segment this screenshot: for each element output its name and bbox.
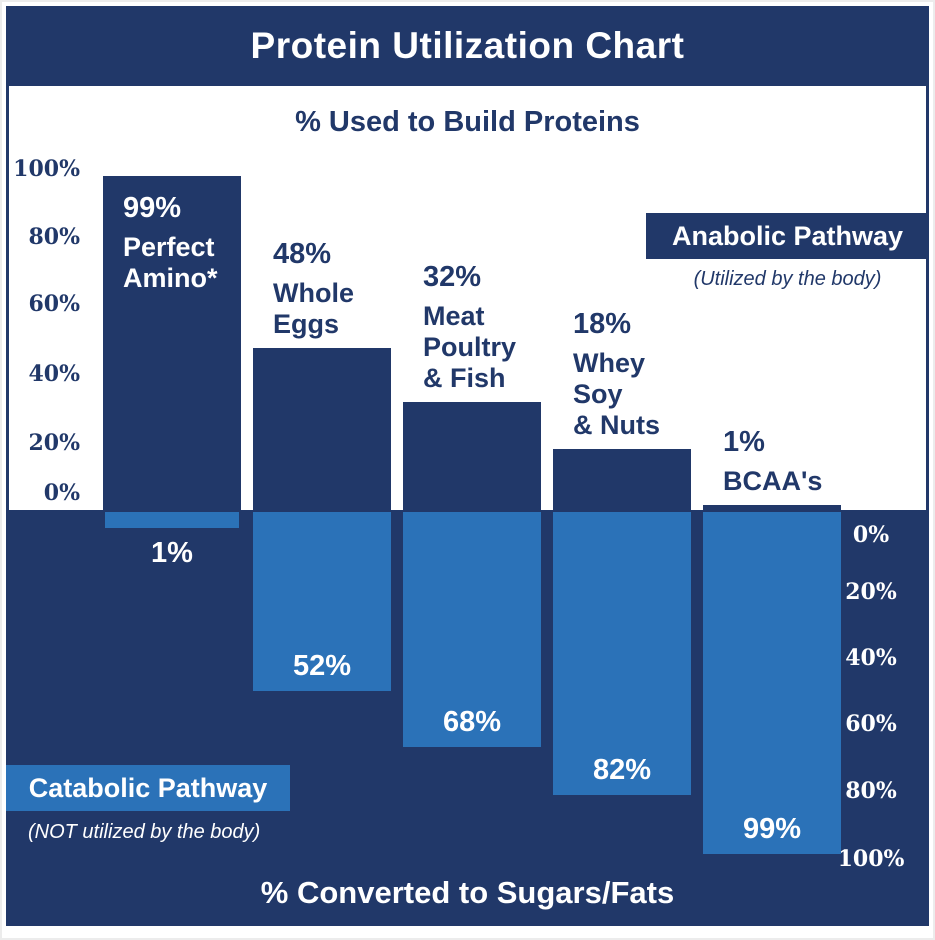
anabolic-bar-whole-eggs	[253, 348, 391, 510]
bar-category-label-whole-eggs: 48% Whole Eggs	[273, 238, 354, 340]
catabolic-bar-meat-poultry-fish	[403, 512, 541, 747]
bar-top-value-label: 32%	[423, 261, 482, 293]
catabolic-legend-box: Catabolic Pathway	[6, 765, 290, 811]
catabolic-legend-label: Catabolic Pathway	[28, 772, 268, 803]
catabolic-bar-bcaa-s	[703, 512, 841, 854]
bottom-axis-tick-label: 60%	[845, 711, 897, 737]
bar-top-value-label: 1%	[723, 426, 765, 458]
chart-area: % Used to Build Proteins Anabolic Pathwa…	[6, 86, 929, 926]
top-axis-tick-label: 100%	[13, 156, 80, 182]
bar-category-name-line: Eggs	[273, 309, 340, 339]
bar-bottom-value-label-whole-eggs: 52%	[292, 650, 352, 682]
bar-category-name-line: Poultry	[423, 332, 517, 362]
bottom-axis-tick-label: 80%	[845, 778, 897, 804]
catabolic-bar-whey-soy-nuts	[553, 512, 691, 795]
chart-left-border	[6, 86, 9, 510]
anabolic-legend-label: Anabolic Pathway	[671, 220, 904, 251]
bar-category-name-line: & Nuts	[573, 410, 660, 440]
catabolic-bar-whole-eggs	[253, 512, 391, 691]
top-axis-tick-label: 40%	[28, 361, 80, 387]
bottom-axis-tick-label: 100%	[837, 846, 905, 872]
top-section-title: % Used to Build Proteins	[295, 106, 640, 138]
top-axis-tick-label: 60%	[28, 291, 80, 317]
chart-right-border	[926, 86, 929, 510]
bottom-section-title: % Converted to Sugars/Fats	[260, 875, 675, 910]
page-title: Protein Utilization Chart	[250, 25, 685, 66]
catabolic-bar-perfect-amino	[105, 512, 239, 528]
bar-top-value-label: 48%	[273, 238, 332, 270]
top-axis-tick-label: 80%	[28, 224, 80, 250]
catabolic-legend-note: (NOT utilized by the body)	[28, 821, 261, 843]
anabolic-bar-perfect-amino	[103, 176, 241, 510]
anabolic-legend-box: Anabolic Pathway	[646, 213, 929, 259]
bar-category-name-line: Whey	[573, 348, 646, 378]
bottom-axis-tick-label: 20%	[845, 579, 897, 605]
bar-category-label-whey-soy-nuts: 18% Whey Soy & Nuts	[573, 308, 660, 441]
bar-category-name-line: BCAA's	[723, 466, 823, 496]
top-axis-tick-label: 20%	[28, 430, 80, 456]
bar-bottom-value-label-whey-soy-nuts: 82%	[592, 754, 652, 786]
bar-category-label-perfect-amino: 99% Perfect Amino*	[123, 192, 218, 294]
anabolic-bar-meat-poultry-fish	[403, 402, 541, 510]
bottom-axis-tick-label: 40%	[845, 645, 897, 671]
bar-top-value-label: 99%	[123, 192, 182, 224]
bar-category-name-line: Amino*	[123, 263, 218, 293]
anabolic-legend-note: (Utilized by the body)	[693, 268, 882, 290]
bar-category-label-bcaa-s: 1% BCAA's	[723, 426, 822, 497]
bar-category-name-line: Whole	[273, 278, 354, 308]
bar-category-name-line: Perfect	[123, 232, 215, 262]
anabolic-bar-bcaa-s	[703, 505, 841, 510]
bottom-axis-tick-label: 0%	[852, 522, 890, 548]
bar-bottom-value-label-perfect-amino: 1%	[151, 537, 193, 569]
bar-top-value-label: 18%	[573, 308, 632, 340]
bar-category-name-line: Soy	[573, 379, 623, 409]
bar-category-name-line: Meat	[423, 301, 485, 331]
bar-category-name-line: & Fish	[423, 363, 506, 393]
anabolic-bar-whey-soy-nuts	[553, 449, 691, 510]
chart-title-bar: Protein Utilization Chart	[6, 6, 929, 86]
top-axis-tick-label: 0%	[43, 480, 80, 506]
bar-bottom-value-label-bcaa-s: 99%	[742, 813, 802, 845]
bar-bottom-value-label-meat-poultry-fish: 68%	[442, 706, 502, 738]
bar-category-label-meat-poultry-fish: 32% Meat Poultry & Fish	[423, 261, 516, 394]
